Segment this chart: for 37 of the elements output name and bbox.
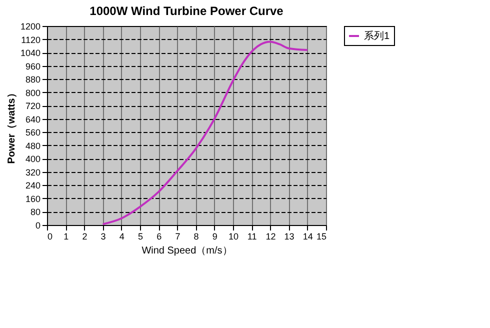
legend-label: 系列1 <box>364 30 390 42</box>
x-tick-label: 14 <box>302 232 313 242</box>
x-tick-label: 4 <box>119 232 124 242</box>
x-tick-label: 11 <box>247 232 257 242</box>
y-tick-label: 480 <box>25 140 40 151</box>
y-tick-label: 0 <box>35 220 40 230</box>
x-tick-label: 6 <box>156 232 162 242</box>
y-tick-label: 160 <box>25 194 40 204</box>
y-tick-label: 1200 <box>20 22 40 32</box>
x-tick-label: 3 <box>100 232 106 242</box>
x-tick-label: 7 <box>175 232 180 242</box>
y-tick-label: 320 <box>25 167 40 178</box>
y-tick-label: 560 <box>25 128 40 138</box>
x-axis-title: Wind Speed（m/s） <box>142 246 232 256</box>
y-axis-title: Power（watts） <box>6 88 18 164</box>
y-tick-label: 400 <box>25 154 40 164</box>
chart-title: 1000W Wind Turbine Power Curve <box>90 4 284 18</box>
x-tick-label: 0 <box>48 232 53 242</box>
y-tick-label: 1120 <box>21 34 40 45</box>
x-tick-label: 8 <box>194 232 199 242</box>
x-tick-label: 5 <box>138 232 144 242</box>
y-tick-label: 960 <box>25 61 40 72</box>
line-series <box>102 40 308 226</box>
y-tick-label: 1040 <box>20 48 40 58</box>
x-tick-label: 10 <box>228 232 239 242</box>
x-tick-label: 15 <box>316 232 326 242</box>
x-tick-label: 13 <box>284 232 294 242</box>
x-tick-label: 9 <box>212 232 218 242</box>
x-tick-label: 2 <box>82 232 88 242</box>
y-tick-label: 800 <box>25 88 40 98</box>
y-tick-label: 80 <box>30 207 40 218</box>
y-tick-label: 640 <box>25 114 40 124</box>
y-tick-label: 880 <box>25 74 40 85</box>
y-tick-label: 720 <box>25 101 40 112</box>
x-tick-label: 12 <box>266 232 276 242</box>
x-tick-label: 1 <box>64 232 69 242</box>
y-tick-label: 240 <box>25 180 40 191</box>
